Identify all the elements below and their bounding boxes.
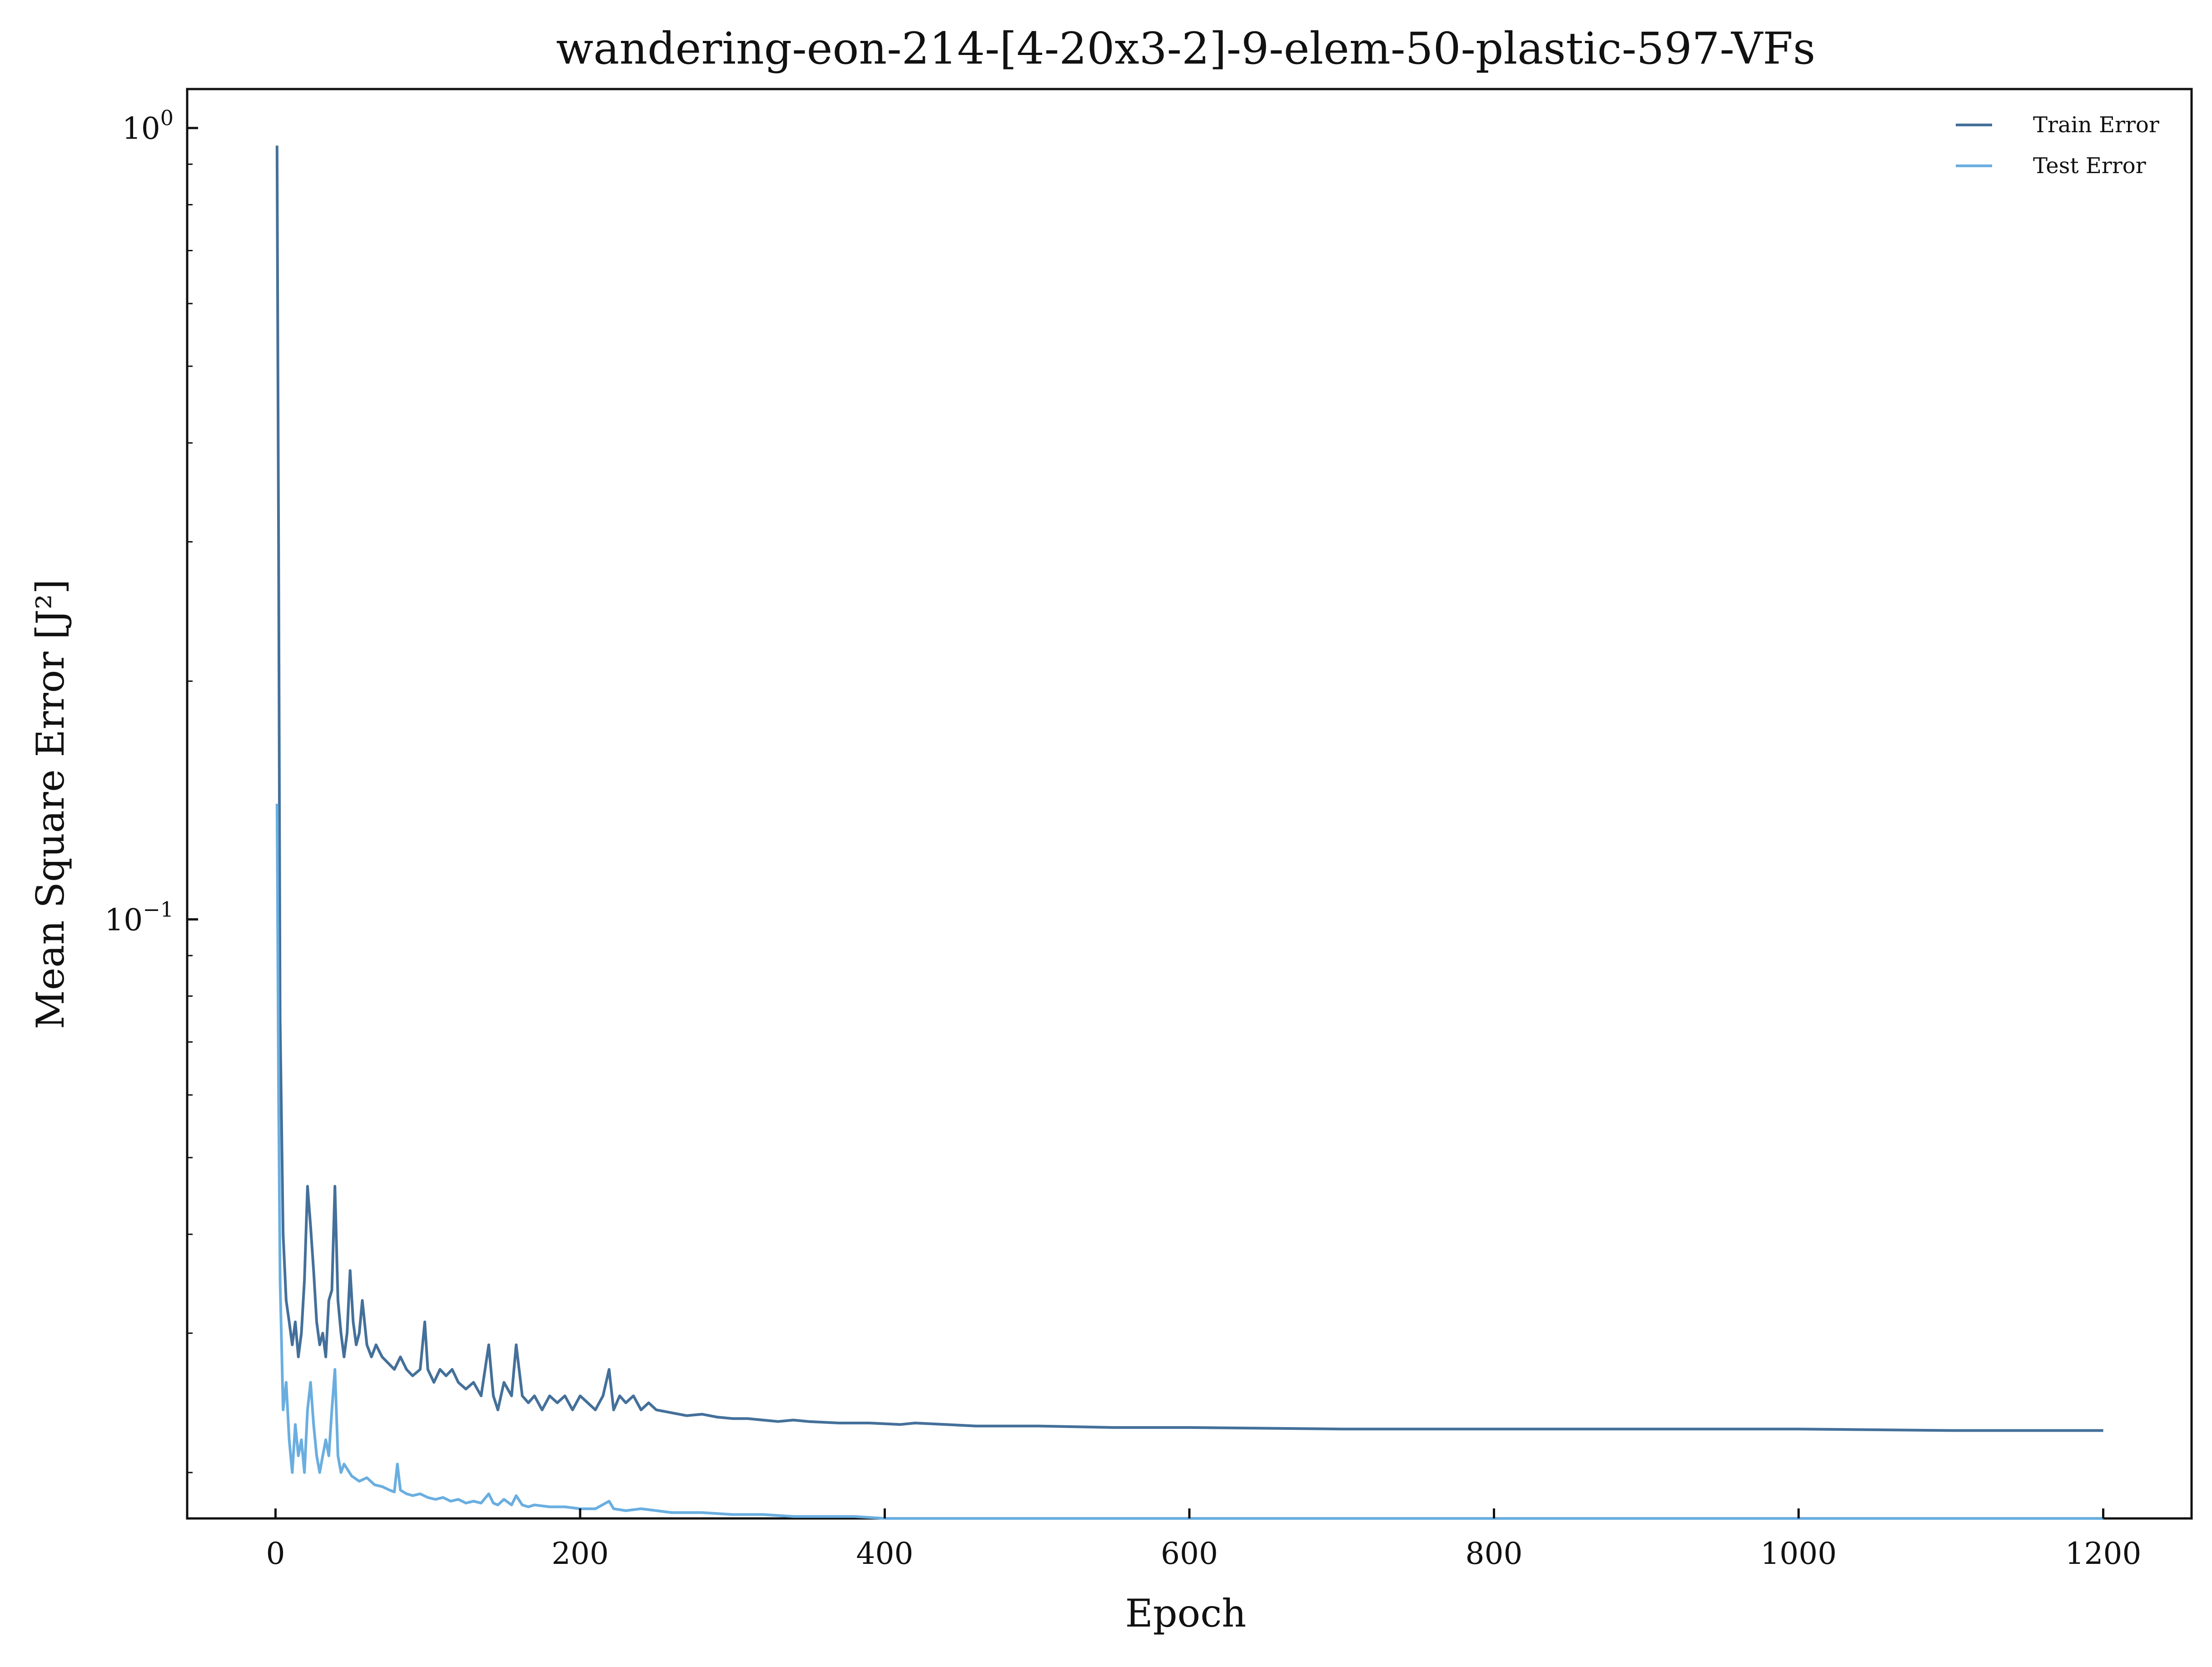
x-tick-label: 1000 — [1760, 1536, 1837, 1571]
y-tick-label: 10−1 — [104, 897, 174, 938]
x-axis: 0 200 400 600 800 1000 1200 — [266, 1508, 2142, 1571]
x-tick-label: 0 — [266, 1536, 285, 1571]
x-tick-label: 1200 — [2065, 1536, 2142, 1571]
x-axis-label: Epoch — [1125, 1591, 1247, 1636]
x-tick-label: 400 — [856, 1536, 913, 1571]
x-tick-label: 800 — [1466, 1536, 1523, 1571]
plot-area — [186, 88, 2193, 1520]
x-tick-label: 600 — [1161, 1536, 1218, 1571]
series-layer — [275, 145, 2103, 1520]
y-axis: 100 10−1 — [104, 106, 198, 1473]
legend-label: Train Error — [2033, 112, 2159, 138]
y-tick-label: 100 — [122, 106, 174, 146]
series-line-train-error — [275, 145, 2103, 1432]
chart-title: wandering-eon-214-[4-20x3-2]-9-elem-50-p… — [556, 23, 1815, 74]
y-axis-label: Mean Square Error [J²] — [28, 579, 73, 1030]
series-line-test-error — [275, 803, 2103, 1520]
legend-label: Test Error — [2033, 153, 2146, 179]
legend: Train Error Test Error — [1956, 112, 2159, 179]
x-tick-label: 200 — [552, 1536, 609, 1571]
